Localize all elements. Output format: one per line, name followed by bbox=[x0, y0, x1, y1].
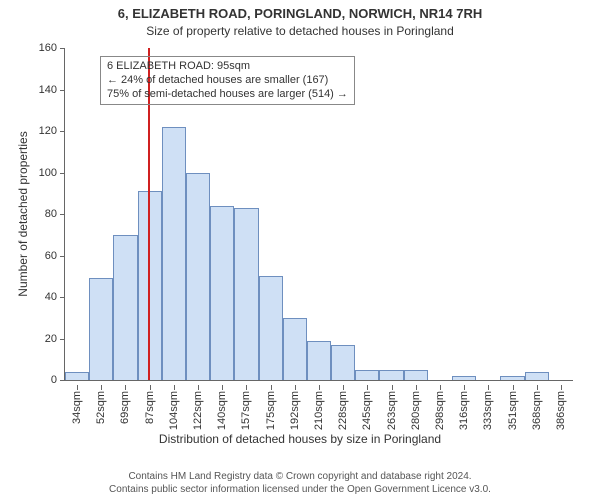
histogram-bar bbox=[234, 208, 258, 380]
x-tick-label: 351sqm bbox=[507, 391, 519, 430]
y-axis-label: Number of detached properties bbox=[16, 131, 30, 296]
histogram-bar bbox=[259, 276, 283, 380]
x-tick-label: 87sqm bbox=[144, 391, 156, 424]
histogram-bar bbox=[210, 206, 234, 380]
histogram-bar bbox=[113, 235, 137, 380]
histogram-bar bbox=[89, 278, 113, 380]
x-axis-label: Distribution of detached houses by size … bbox=[0, 432, 600, 446]
chart-title-line2: Size of property relative to detached ho… bbox=[0, 24, 600, 38]
histogram-bar bbox=[525, 372, 549, 380]
chart-container: { "title_line1": "6, ELIZABETH ROAD, POR… bbox=[0, 0, 600, 500]
x-tick-label: 52sqm bbox=[95, 391, 107, 424]
chart-title-line1: 6, ELIZABETH ROAD, PORINGLAND, NORWICH, … bbox=[0, 6, 600, 21]
x-tick-label: 368sqm bbox=[531, 391, 543, 430]
footer-line2: Contains public sector information licen… bbox=[0, 484, 600, 497]
y-tick-label: 20 bbox=[45, 333, 65, 345]
y-tick-label: 0 bbox=[51, 374, 65, 386]
histogram-bar bbox=[355, 370, 379, 380]
x-tick-label: 175sqm bbox=[265, 391, 277, 430]
x-tick-label: 386sqm bbox=[555, 391, 567, 430]
x-tick-label: 210sqm bbox=[313, 391, 325, 430]
histogram-bar bbox=[331, 345, 355, 380]
x-tick-label: 263sqm bbox=[386, 391, 398, 430]
annotation-box: 6 ELIZABETH ROAD: 95sqm ← 24% of detache… bbox=[100, 56, 355, 105]
annotation-line3: 75% of semi-detached houses are larger (… bbox=[107, 88, 348, 102]
histogram-bar bbox=[65, 372, 89, 380]
footer: Contains HM Land Registry data © Crown c… bbox=[0, 471, 600, 496]
histogram-bar bbox=[500, 376, 524, 380]
x-tick-label: 34sqm bbox=[71, 391, 83, 424]
annotation-line1: 6 ELIZABETH ROAD: 95sqm bbox=[107, 60, 348, 74]
histogram-bar bbox=[283, 318, 307, 380]
x-tick-label: 69sqm bbox=[119, 391, 131, 424]
x-tick-label: 140sqm bbox=[216, 391, 228, 430]
x-tick-label: 333sqm bbox=[482, 391, 494, 430]
x-tick-label: 192sqm bbox=[289, 391, 301, 430]
histogram-bar bbox=[186, 173, 210, 381]
x-tick-label: 245sqm bbox=[361, 391, 373, 430]
y-tick-label: 160 bbox=[39, 42, 65, 54]
y-tick-label: 60 bbox=[45, 250, 65, 262]
histogram-bar bbox=[452, 376, 476, 380]
histogram-bar bbox=[307, 341, 331, 380]
y-tick-label: 80 bbox=[45, 208, 65, 220]
y-tick-label: 40 bbox=[45, 291, 65, 303]
y-tick-label: 140 bbox=[39, 84, 65, 96]
x-tick-label: 104sqm bbox=[168, 391, 180, 430]
footer-line1: Contains HM Land Registry data © Crown c… bbox=[0, 471, 600, 484]
histogram-bar bbox=[379, 370, 403, 380]
x-tick-label: 122sqm bbox=[192, 391, 204, 430]
x-tick-label: 228sqm bbox=[337, 391, 349, 430]
x-tick-label: 298sqm bbox=[434, 391, 446, 430]
annotation-line2: ← 24% of detached houses are smaller (16… bbox=[107, 74, 348, 88]
y-tick-label: 120 bbox=[39, 125, 65, 137]
histogram-bar bbox=[404, 370, 428, 380]
x-tick-label: 280sqm bbox=[410, 391, 422, 430]
x-tick-label: 316sqm bbox=[458, 391, 470, 430]
y-tick-label: 100 bbox=[39, 167, 65, 179]
histogram-bar bbox=[162, 127, 186, 380]
x-tick-label: 157sqm bbox=[240, 391, 252, 430]
